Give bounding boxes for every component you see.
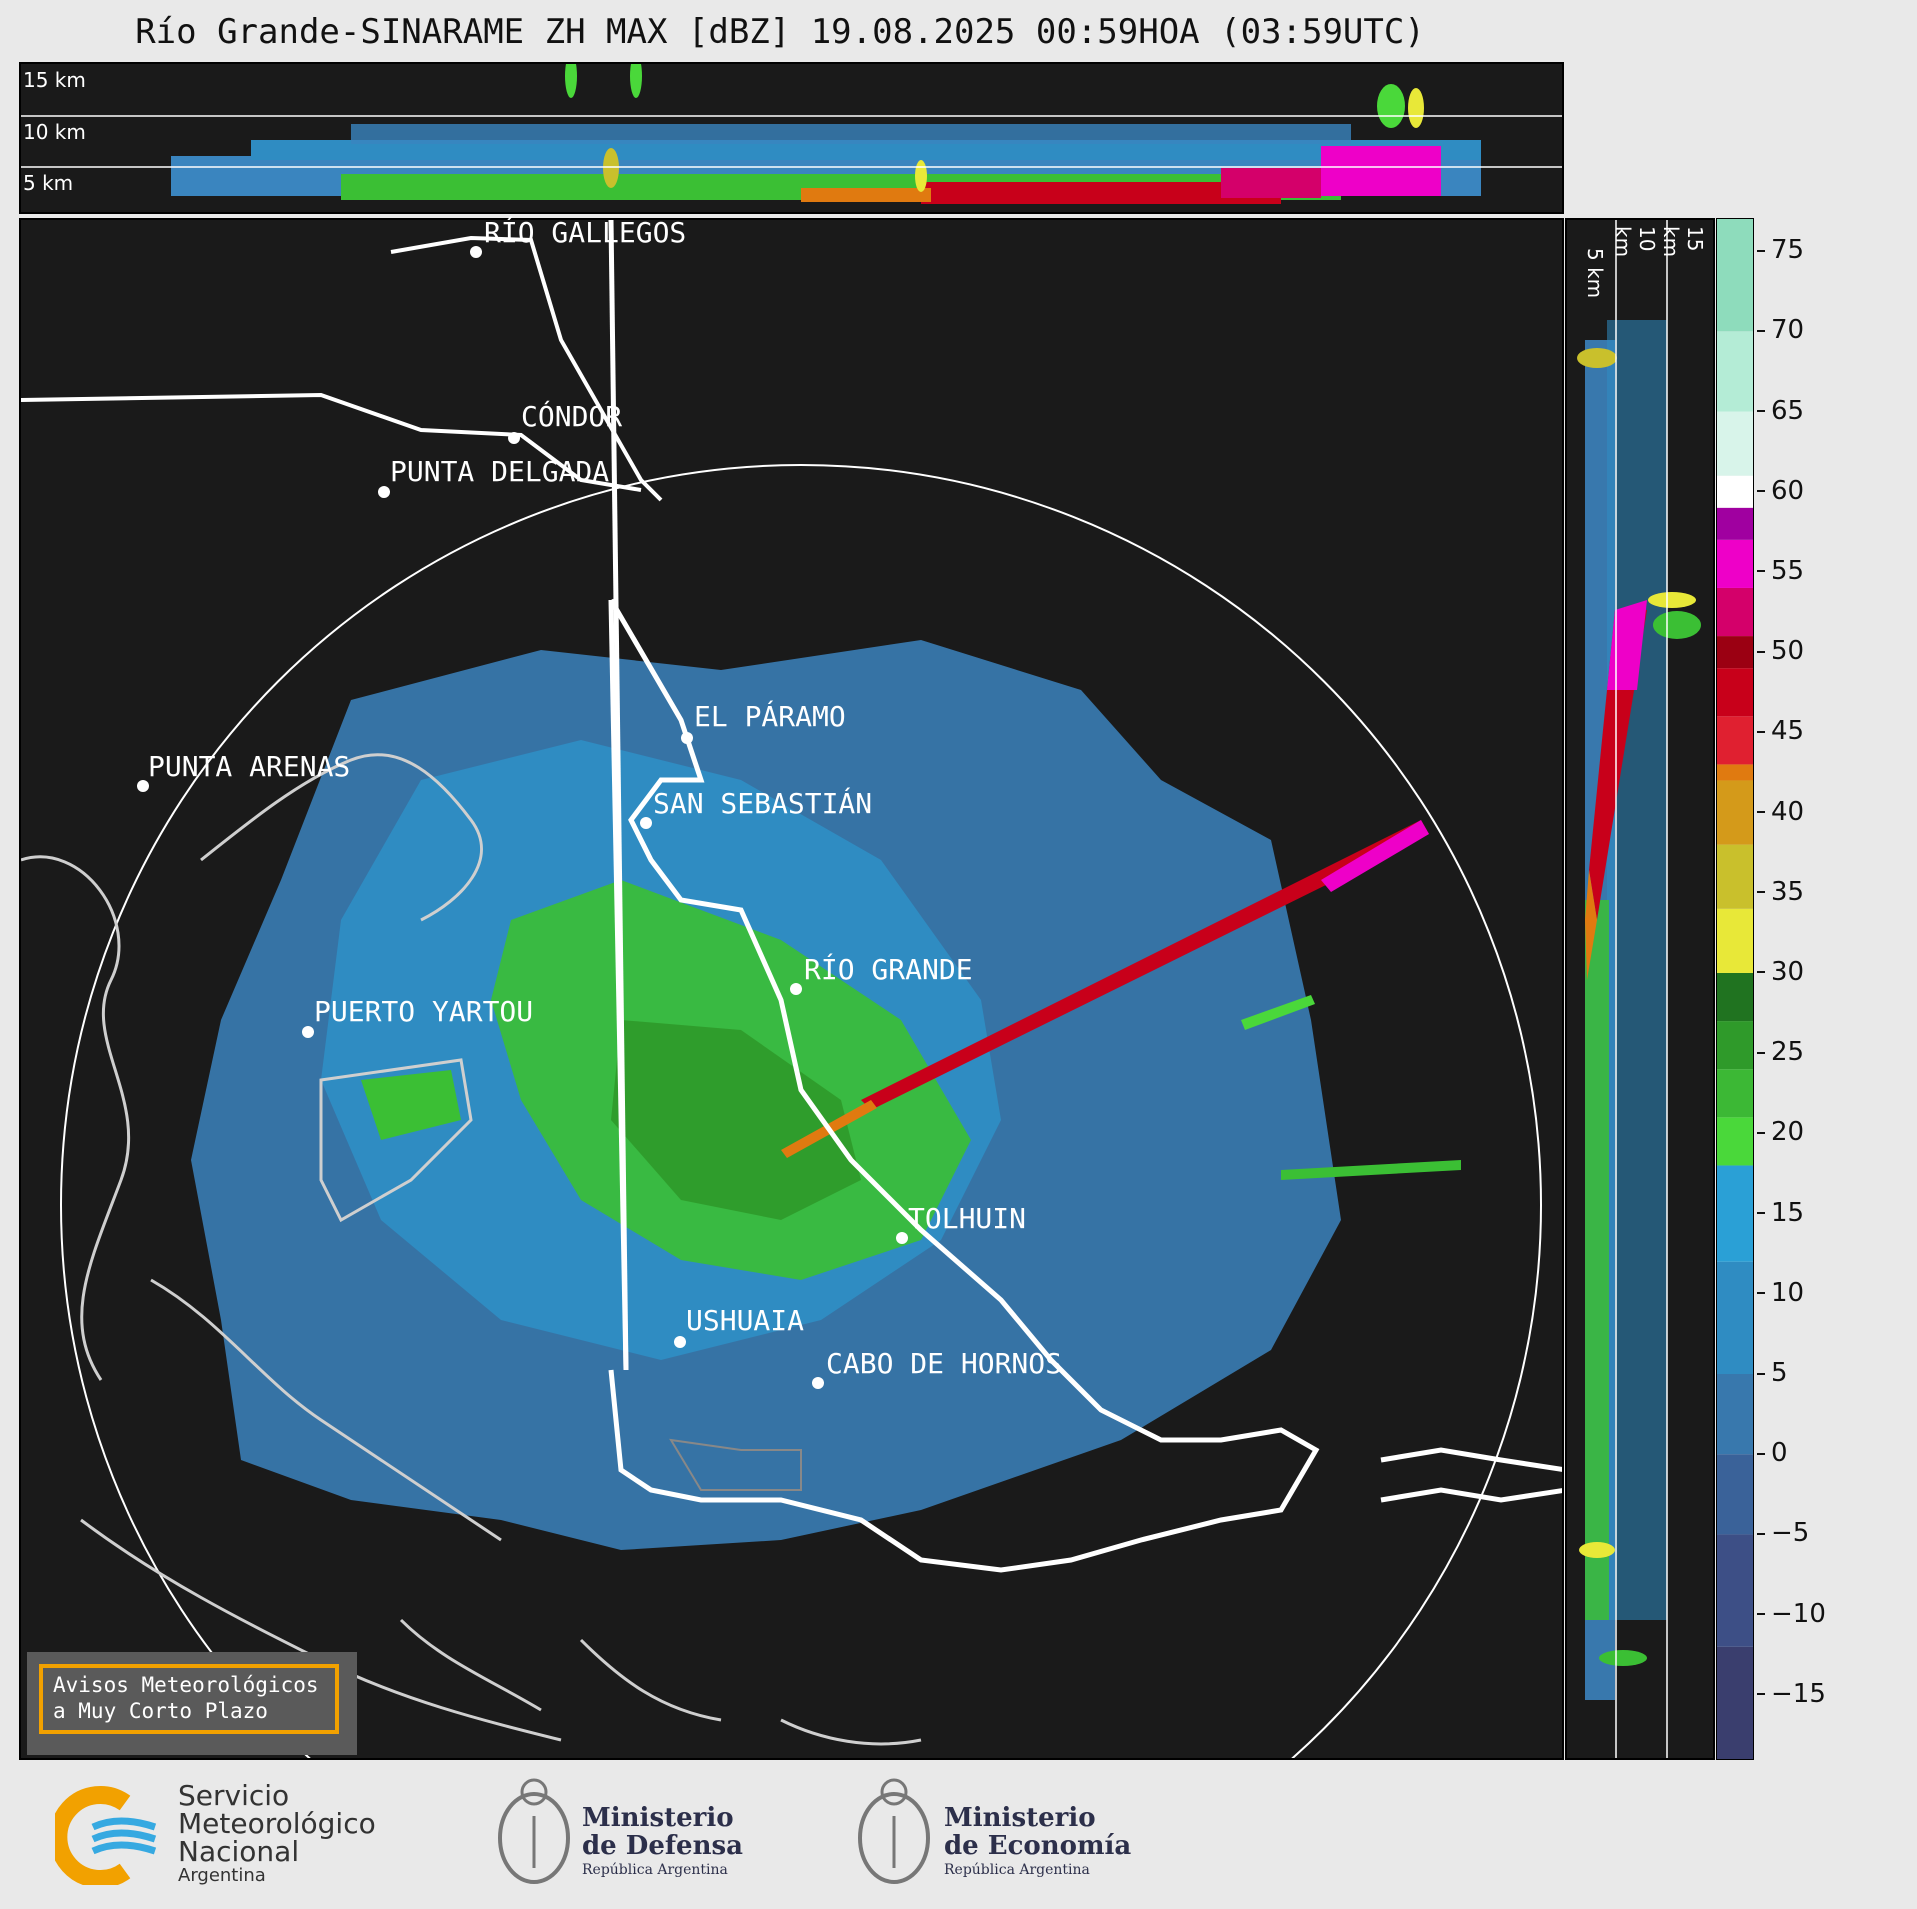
defensa-seal — [495, 1776, 573, 1894]
city-label-rio-gallegos: RÍO GALLEGOS — [484, 216, 687, 249]
defensa-line-2: de Defensa — [582, 1831, 743, 1861]
colorbar-tick-label: 40 — [1757, 797, 1804, 827]
city-marker — [137, 780, 149, 792]
colorbar-segment — [1717, 764, 1753, 781]
colorbar-segment — [1717, 636, 1753, 669]
colorbar-gradient — [1717, 219, 1753, 1759]
colorbar-tick-label: 25 — [1757, 1037, 1804, 1067]
colorbar-segment — [1717, 1454, 1753, 1535]
colorbar-segment — [1717, 539, 1753, 588]
smn-line-4: Argentina — [178, 1865, 266, 1886]
city-marker — [640, 817, 652, 829]
economia-line-3: República Argentina — [944, 1862, 1090, 1878]
smn-logo — [55, 1785, 165, 1885]
economia-logo-text: Ministerio de Economía República Argenti… — [944, 1804, 1131, 1880]
chart-title: Río Grande-SINARAME ZH MAX [dBZ] 19.08.2… — [135, 12, 1425, 52]
city-label-tolhuin: TOLHUIN — [908, 1202, 1027, 1235]
colorbar-segment — [1717, 1261, 1753, 1374]
city-marker — [378, 486, 390, 498]
colorbar-segment — [1717, 1646, 1753, 1759]
side-altitude-label-15km: 15 km — [1659, 226, 1707, 258]
top-cross-section-panel: 15 km 10 km 5 km — [19, 62, 1564, 214]
defensa-logo-text: Ministerio de Defensa República Argentin… — [582, 1804, 743, 1880]
city-marker — [674, 1336, 686, 1348]
city-marker — [812, 1377, 824, 1389]
city-marker — [790, 983, 802, 995]
colorbar-tick-label: 20 — [1757, 1117, 1804, 1147]
colorbar-tick-label: 45 — [1757, 716, 1804, 746]
colorbar-segment — [1717, 219, 1753, 332]
colorbar-tick-label: 50 — [1757, 636, 1804, 666]
smn-line-2: Meteorológico — [178, 1807, 376, 1840]
city-marker — [302, 1026, 314, 1038]
side-altitude-label-10km: 10 km — [1611, 226, 1659, 258]
city-label-condor: CÓNDOR — [521, 400, 623, 433]
colorbar-tick-label: −15 — [1757, 1679, 1826, 1709]
colorbar-tick-label: 30 — [1757, 957, 1804, 987]
city-marker — [470, 246, 482, 258]
side-cross-section-panel: 5 km 10 km 15 km — [1565, 218, 1715, 1760]
colorbar-tick-label: 60 — [1757, 476, 1804, 506]
altitude-label-5km: 5 km — [23, 171, 74, 195]
altitude-label-10km: 10 km — [23, 120, 86, 144]
colorbar-tick-label: −5 — [1757, 1518, 1809, 1548]
colorbar-segment — [1717, 972, 1753, 1022]
city-marker — [896, 1232, 908, 1244]
colorbar-tick-label: 10 — [1757, 1278, 1804, 1308]
economia-line-2: de Economía — [944, 1831, 1132, 1861]
economia-seal — [855, 1776, 933, 1894]
radar-map — [21, 220, 1562, 1758]
colorbar-tick-label: 70 — [1757, 315, 1804, 345]
colorbar-segment — [1717, 716, 1753, 765]
colorbar-tick-label: 15 — [1757, 1198, 1804, 1228]
colorbar-segment — [1717, 780, 1753, 845]
city-label-el-paramo: EL PÁRAMO — [694, 700, 846, 733]
altitude-label-15km: 15 km — [23, 68, 86, 92]
colorbar-segment — [1717, 668, 1753, 717]
city-marker — [508, 432, 520, 444]
economia-line-1: Ministerio — [944, 1803, 1096, 1833]
smn-line-3: Nacional — [178, 1835, 300, 1868]
alert-box: Avisos Meteorológicos a Muy Corto Plazo — [27, 1652, 357, 1755]
colorbar-segment — [1717, 475, 1753, 508]
dbz-colorbar — [1716, 218, 1754, 1760]
alert-line-1: Avisos Meteorológicos — [53, 1673, 319, 1697]
colorbar-tick-label: −10 — [1757, 1599, 1826, 1629]
colorbar-tick-label: 5 — [1757, 1358, 1788, 1388]
city-label-ushuaia: USHUAIA — [686, 1304, 805, 1337]
defensa-line-1: Ministerio — [582, 1803, 734, 1833]
city-marker — [681, 732, 693, 744]
defensa-line-3: República Argentina — [582, 1862, 728, 1878]
city-label-punta-arenas: PUNTA ARENAS — [148, 750, 351, 783]
colorbar-segment — [1717, 1374, 1753, 1455]
city-label-san-sebastian: SAN SEBASTIÁN — [653, 787, 873, 820]
colorbar-tick-label: 35 — [1757, 877, 1804, 907]
alert-box-frame: Avisos Meteorológicos a Muy Corto Plazo — [39, 1664, 339, 1734]
city-label-puerto-yartou: PUERTO YARTOU — [314, 995, 534, 1028]
alert-line-2: a Muy Corto Plazo — [53, 1699, 268, 1723]
colorbar-segment — [1717, 908, 1753, 973]
city-label-cabo-de-hornos: CABO DE HORNOS — [826, 1347, 1063, 1380]
city-label-punta-delgada: PUNTA DELGADA — [390, 455, 610, 488]
colorbar-segment — [1717, 411, 1753, 476]
colorbar-segment — [1717, 1117, 1753, 1166]
colorbar-segment — [1717, 587, 1753, 637]
colorbar-segment — [1717, 1165, 1753, 1262]
colorbar-tick-label: 0 — [1757, 1438, 1788, 1468]
colorbar-tick-label: 65 — [1757, 396, 1804, 426]
colorbar-segment — [1717, 331, 1753, 412]
colorbar-segment — [1717, 1021, 1753, 1070]
colorbar-tick-label: 55 — [1757, 556, 1804, 586]
smn-logo-text: Servicio Meteorológico Nacional Argentin… — [178, 1782, 376, 1886]
side-altitude-label-5km: 5 km — [1583, 248, 1607, 299]
colorbar-segment — [1717, 507, 1753, 540]
smn-line-1: Servicio — [178, 1779, 290, 1812]
colorbar-segment — [1717, 1534, 1753, 1647]
colorbar-segment — [1717, 844, 1753, 909]
colorbar-segment — [1717, 1069, 1753, 1118]
city-label-rio-grande: RÍO GRANDE — [804, 953, 973, 986]
colorbar-tick-label: 75 — [1757, 235, 1804, 265]
